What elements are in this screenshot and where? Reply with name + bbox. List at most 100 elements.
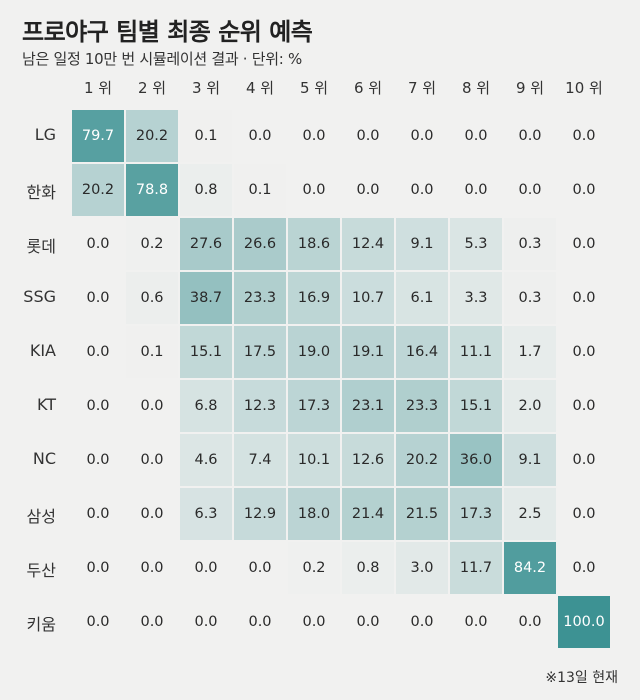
- heatmap-cell: 12.9: [233, 487, 287, 541]
- heatmap-cell: 0.0: [287, 595, 341, 649]
- heatmap-cell: 0.0: [557, 325, 611, 379]
- heatmap-cell: 12.4: [341, 217, 395, 271]
- heatmap-cell: 2.5: [503, 487, 557, 541]
- heatmap-cell: 20.2: [71, 163, 125, 217]
- heatmap-cell: 16.4: [395, 325, 449, 379]
- heatmap-cell: 0.0: [395, 109, 449, 163]
- heatmap-cell: 5.3: [449, 217, 503, 271]
- heatmap-cell: 20.2: [395, 433, 449, 487]
- heatmap-cell: 18.6: [287, 217, 341, 271]
- heatmap-cell: 0.0: [449, 163, 503, 217]
- row-header: KIA: [29, 341, 56, 360]
- heatmap-cell: 6.3: [179, 487, 233, 541]
- heatmap-cell: 0.0: [341, 595, 395, 649]
- heatmap-cell: 9.1: [503, 433, 557, 487]
- heatmap-cell: 0.0: [71, 379, 125, 433]
- row-header: KT: [36, 395, 56, 414]
- heatmap-cell: 3.0: [395, 541, 449, 595]
- heatmap-cell: 0.0: [341, 109, 395, 163]
- column-header: 3 위: [191, 79, 221, 97]
- heatmap-cell: 0.0: [125, 487, 179, 541]
- column-header: 6 위: [353, 79, 383, 97]
- heatmap-cell: 0.0: [71, 325, 125, 379]
- heatmap-cell: 0.0: [395, 163, 449, 217]
- heatmap-cell: 0.0: [557, 163, 611, 217]
- heatmap-cell: 0.0: [503, 595, 557, 649]
- heatmap-cell: 26.6: [233, 217, 287, 271]
- heatmap-cell: 0.0: [557, 487, 611, 541]
- heatmap-cell: 0.0: [125, 379, 179, 433]
- heatmap-cell: 0.0: [557, 541, 611, 595]
- heatmap-cell: 18.0: [287, 487, 341, 541]
- heatmap-cell: 12.6: [341, 433, 395, 487]
- column-header: 8 위: [461, 79, 491, 97]
- row-header: SSG: [23, 287, 56, 306]
- heatmap-cell: 36.0: [449, 433, 503, 487]
- heatmap-cell: 19.1: [341, 325, 395, 379]
- column-header: 7 위: [407, 79, 437, 97]
- heatmap-cell: 27.6: [179, 217, 233, 271]
- heatmap-cell: 0.8: [179, 163, 233, 217]
- heatmap-cell: 0.3: [503, 271, 557, 325]
- heatmap-cell: 17.3: [449, 487, 503, 541]
- heatmap-cell: 3.3: [449, 271, 503, 325]
- heatmap-cell: 0.0: [557, 109, 611, 163]
- heatmap-cell: 0.0: [233, 595, 287, 649]
- row-header: 삼성: [26, 507, 56, 526]
- heatmap-cell: 0.0: [71, 271, 125, 325]
- heatmap-cell: 0.0: [557, 379, 611, 433]
- heatmap-cell: 0.0: [503, 163, 557, 217]
- column-header: 2 위: [137, 79, 167, 97]
- heatmap-cell: 10.7: [341, 271, 395, 325]
- heatmap-cell: 84.2: [503, 541, 557, 595]
- column-header: 5 위: [299, 79, 329, 97]
- heatmap-cell: 16.9: [287, 271, 341, 325]
- row-header: 한화: [26, 183, 56, 202]
- heatmap-cell: 0.1: [233, 163, 287, 217]
- heatmap-cell: 4.6: [179, 433, 233, 487]
- heatmap-cell: 0.0: [179, 595, 233, 649]
- heatmap-cell: 23.3: [395, 379, 449, 433]
- heatmap-cell: 0.0: [287, 163, 341, 217]
- heatmap-cell: 78.8: [125, 163, 179, 217]
- heatmap-cell: 0.0: [71, 595, 125, 649]
- heatmap-cell: 0.2: [287, 541, 341, 595]
- heatmap-cell: 6.8: [179, 379, 233, 433]
- column-header: 10 위: [565, 79, 603, 97]
- heatmap-cell: 11.7: [449, 541, 503, 595]
- chart-title: 프로야구 팀별 최종 순위 예측: [22, 18, 313, 46]
- chart-subtitle: 남은 일정 10만 번 시뮬레이션 결과 · 단위: %: [22, 50, 302, 68]
- row-header: NC: [32, 449, 56, 468]
- heatmap-cell: 0.0: [71, 541, 125, 595]
- heatmap-cell: 17.3: [287, 379, 341, 433]
- heatmap-cell: 0.1: [179, 109, 233, 163]
- heatmap-cell: 0.0: [557, 271, 611, 325]
- heatmap-cell: 0.0: [503, 109, 557, 163]
- heatmap-cell: 0.0: [449, 109, 503, 163]
- heatmap-cell: 0.0: [233, 541, 287, 595]
- heatmap-cell: 0.0: [341, 163, 395, 217]
- heatmap-cell: 10.1: [287, 433, 341, 487]
- column-header: 1 위: [83, 79, 113, 97]
- heatmap-cell: 21.5: [395, 487, 449, 541]
- heatmap-cell: 23.3: [233, 271, 287, 325]
- heatmap-cell: 0.0: [125, 433, 179, 487]
- heatmap-cell: 0.0: [557, 217, 611, 271]
- column-header: 4 위: [245, 79, 275, 97]
- heatmap-cell: 19.0: [287, 325, 341, 379]
- heatmap-cell: 1.7: [503, 325, 557, 379]
- heatmap-cell: 6.1: [395, 271, 449, 325]
- heatmap-cell: 0.0: [287, 109, 341, 163]
- heatmap-cell: 15.1: [179, 325, 233, 379]
- heatmap-cell: 0.0: [557, 433, 611, 487]
- row-header: LG: [34, 125, 56, 144]
- heatmap-cell: 0.2: [125, 217, 179, 271]
- heatmap-cell: 15.1: [449, 379, 503, 433]
- heatmap-cell: 0.0: [71, 433, 125, 487]
- heatmap-cell: 0.0: [125, 541, 179, 595]
- heatmap-cell: 79.7: [71, 109, 125, 163]
- heatmap-cell: 7.4: [233, 433, 287, 487]
- column-header: 9 위: [515, 79, 545, 97]
- heatmap-cell: 0.0: [449, 595, 503, 649]
- heatmap-cell: 38.7: [179, 271, 233, 325]
